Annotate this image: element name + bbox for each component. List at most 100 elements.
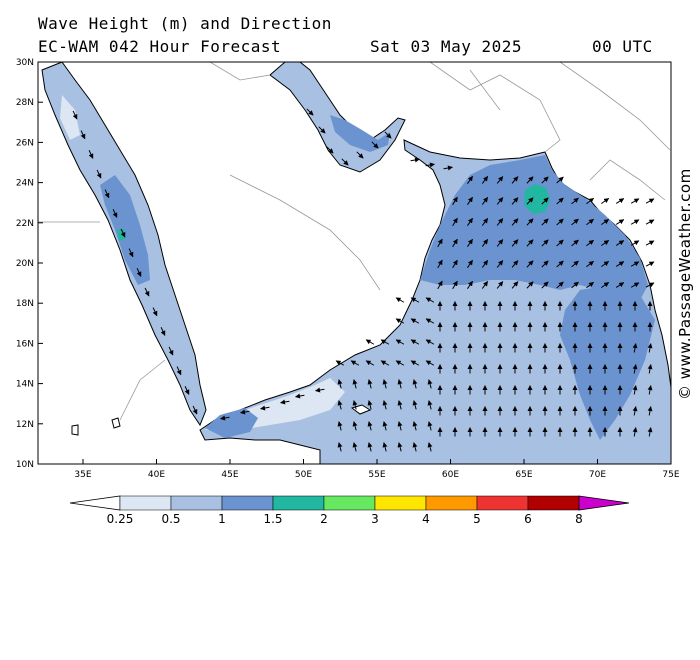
wave-arrow [395,339,405,345]
wave-arrow [397,379,403,389]
wave-arrow [168,346,174,356]
wave-arrow [437,280,443,290]
wave-arrow [427,442,433,452]
wave-arrow [496,218,504,226]
wave-arrow [496,197,504,205]
lon-label: 50E [295,470,312,480]
wave-direction-arrows [72,108,655,452]
wave-arrow [511,176,519,184]
wave-arrow [556,197,564,205]
wave-arrow [437,259,443,269]
wave-arrow [481,196,489,205]
wave-arrow [511,197,519,205]
lon-label: 60E [442,470,459,480]
wave-arrow [337,400,343,410]
wave-arrow [160,327,166,336]
wave-arrow [630,219,640,225]
peak-wave-spot [524,184,550,214]
wave-arrow [443,165,453,171]
gulf-aden-high [205,408,258,438]
lat-label: 22N [16,219,34,229]
wave-arrow [367,421,373,431]
wave-arrow [240,409,250,415]
wave-arrow [541,260,549,268]
colorbar-label: 6 [524,512,532,525]
wave-arrow [384,131,392,139]
wave-arrow [452,196,458,206]
wave-arrow [337,442,343,452]
wave-arrow [395,297,405,303]
islands [71,404,372,436]
wave-arrow [318,126,326,134]
wave-arrow [367,379,373,389]
wave-arrow [220,415,230,421]
colorbar-label: 3 [371,512,379,525]
wave-arrow [410,297,420,303]
wave-arrow [367,442,373,452]
wave-arrow [467,217,473,226]
wave-arrow [326,146,334,154]
colorbar-label: 5 [473,512,481,525]
wave-arrow [96,169,102,179]
wave-arrow [571,197,579,205]
country-borders [38,62,671,421]
wave-arrow [467,238,473,247]
wave-arrow [425,318,435,324]
wave-arrow [645,261,655,267]
wave-arrow [496,281,504,289]
colorbar-label: 0.5 [161,512,180,525]
wave-arrow [496,239,504,247]
wave-arrow [481,280,489,289]
wave-arrow [452,280,458,290]
wave-arrow [526,218,534,226]
wave-arrow [144,287,150,297]
wave-arrow [541,239,549,247]
wave-arrow [467,175,473,184]
wave-arrow [481,259,489,268]
wave-arrow [371,141,379,149]
wave-arrow [315,387,325,393]
wave-arrow [601,239,610,247]
wave-arrow [295,393,305,399]
wave-arrow [352,400,358,410]
wave-arrow [541,197,549,205]
wave-arrow [380,339,390,345]
wave-arrow [280,399,290,405]
lat-label: 28N [16,98,34,108]
wave-arrow [586,260,594,268]
wave-arrow [382,442,388,452]
wave-arrow [352,421,358,431]
wave-arrow [128,248,134,258]
colorbar-label: 1.5 [263,512,282,525]
wave-arrow [526,239,534,247]
wave-arrow [632,406,638,416]
wave-arrow [412,442,418,452]
colorbar-label: 2 [320,512,328,525]
wave-arrow [647,343,653,353]
lon-label: 65E [515,470,532,480]
red-sea-high [100,175,150,285]
wave-arrow [427,421,433,431]
lon-label: 35E [74,470,91,480]
wave-arrow [395,318,405,324]
wave-arrow [632,385,638,395]
wave-arrow [615,219,625,225]
wave-arrow [630,198,640,204]
wave-arrow [615,198,625,204]
colorbar: 0.25 0.5 1 1.5 2 3 4 5 6 8 [69,495,630,525]
wave-arrow [397,442,403,452]
credit-text: © www.PassageWeather.com [676,168,694,400]
wave-arrow [496,260,504,268]
wave-arrow [410,157,420,163]
lon-label: 45E [221,470,238,480]
latitude-labels: 30N 28N 26N 24N 22N 20N 18N 16N 14N 12N 10N [16,58,43,470]
lon-label: 55E [368,470,385,480]
wave-arrow [571,239,579,247]
wave-arrow [586,197,594,205]
red-sea-low [60,95,80,140]
wave-arrow [412,400,418,410]
wave-arrow [556,239,564,247]
colorbar-swatch [119,495,172,511]
wave-arrow [481,217,489,226]
wave-arrow [260,405,270,411]
